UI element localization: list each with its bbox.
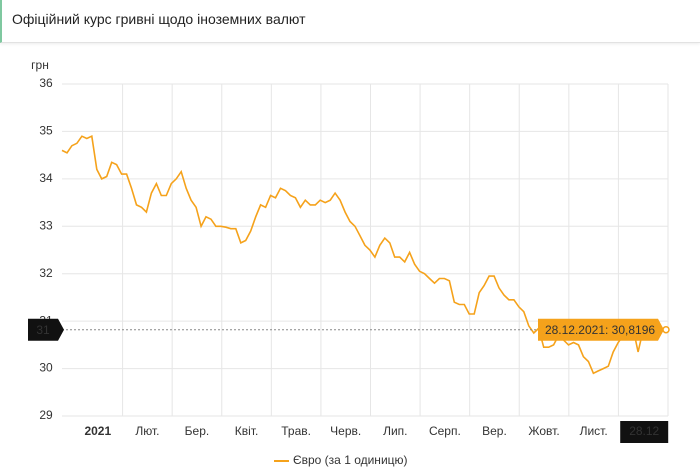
y-tick-label: 32 <box>39 266 53 280</box>
x-crosshair-box <box>620 421 669 443</box>
y-tick-label: 33 <box>39 218 53 232</box>
header: Офіційний курс гривні щодо іноземних вал… <box>0 0 700 43</box>
page-title: Офіційний курс гривні щодо іноземних вал… <box>12 11 306 27</box>
x-tick-label: Лист. <box>580 424 608 438</box>
y-tick-label: 36 <box>39 76 53 90</box>
x-tick-label: Трав. <box>281 424 311 438</box>
series-line <box>61 135 649 375</box>
y-crosshair-box <box>28 318 64 341</box>
tooltip-text: 28.12.2021: 30,8196 <box>545 323 655 337</box>
x-tick-label: Черв. <box>330 424 361 438</box>
x-tick-label: Бер. <box>185 424 210 438</box>
x-tick-label: Жовт. <box>528 424 559 438</box>
y-tick-label: 34 <box>39 171 53 185</box>
x-tick-label: Вер. <box>482 424 507 438</box>
y-axis-label: грн <box>31 58 49 72</box>
y-tick-label: 35 <box>39 124 53 138</box>
x-tick-label: Серп. <box>429 424 461 438</box>
x-tick-label: 28.12 <box>629 424 659 438</box>
legend-label: Євро (за 1 одиницю) <box>293 453 408 467</box>
tooltip-point <box>662 325 670 334</box>
x-tick-label: Лют. <box>135 424 159 438</box>
y-crosshair-label: 31 <box>36 323 50 337</box>
x-tick-label: Квіт. <box>235 424 259 438</box>
y-tick-label: 30 <box>39 361 53 375</box>
tooltip-box <box>538 318 664 341</box>
x-tick-label: Лип. <box>383 424 407 438</box>
x-tick-label: 2021 <box>84 424 111 438</box>
y-tick-label: 29 <box>39 408 53 422</box>
